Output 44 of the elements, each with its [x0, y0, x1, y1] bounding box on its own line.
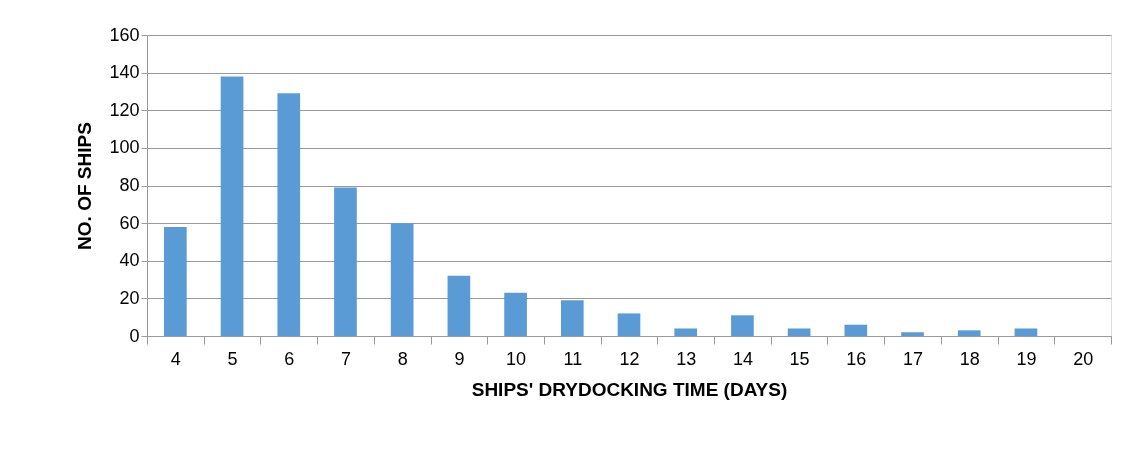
x-tick-label: 4 [170, 348, 181, 369]
x-tick-label: 19 [1016, 348, 1037, 369]
x-tick-label: 18 [959, 348, 980, 369]
bar [447, 275, 471, 336]
y-tick-label: 40 [119, 250, 140, 271]
bar [164, 226, 187, 336]
y-tick-label: 80 [119, 175, 140, 195]
x-tick-label: 5 [227, 348, 238, 369]
y-tick-label: 0 [129, 325, 140, 346]
bar [504, 292, 527, 336]
x-tick-label: 10 [506, 348, 527, 369]
bar [277, 93, 301, 336]
bar [901, 332, 924, 336]
bar [220, 76, 244, 336]
x-axis-title: SHIPS' DRYDOCKING TIME (DAYS) [471, 378, 788, 400]
x-tick-label: 6 [284, 348, 295, 369]
y-tick-label: 140 [109, 62, 140, 83]
bar [334, 187, 357, 336]
x-tick-label: 15 [789, 348, 810, 369]
x-tick-label: 8 [397, 348, 408, 369]
bar [560, 300, 584, 336]
y-tick-label: 160 [109, 24, 140, 45]
y-axis-title: NO. OF SHIPS [74, 122, 96, 250]
y-tick-label: 60 [119, 212, 140, 233]
x-tick-label: 12 [619, 348, 640, 369]
x-tick-label: 13 [676, 348, 697, 369]
y-tick-label: 100 [109, 137, 140, 158]
y-tick-label: 120 [109, 99, 140, 120]
x-tick-label: 11 [563, 348, 583, 369]
bar [617, 313, 641, 336]
x-tick-label: 20 [1073, 348, 1094, 369]
x-tick-label: 17 [903, 348, 924, 369]
y-tick-label: 20 [119, 287, 140, 308]
bar [844, 324, 868, 336]
x-tick-label: 9 [454, 348, 465, 369]
x-tick-label: 16 [846, 348, 867, 369]
bar [731, 315, 754, 336]
bar [787, 328, 811, 336]
bar [674, 328, 698, 336]
x-tick-label: 14 [732, 348, 753, 369]
bar [1014, 328, 1038, 336]
x-tick-label: 7 [340, 348, 351, 369]
bar [390, 223, 414, 336]
bar [957, 330, 981, 336]
